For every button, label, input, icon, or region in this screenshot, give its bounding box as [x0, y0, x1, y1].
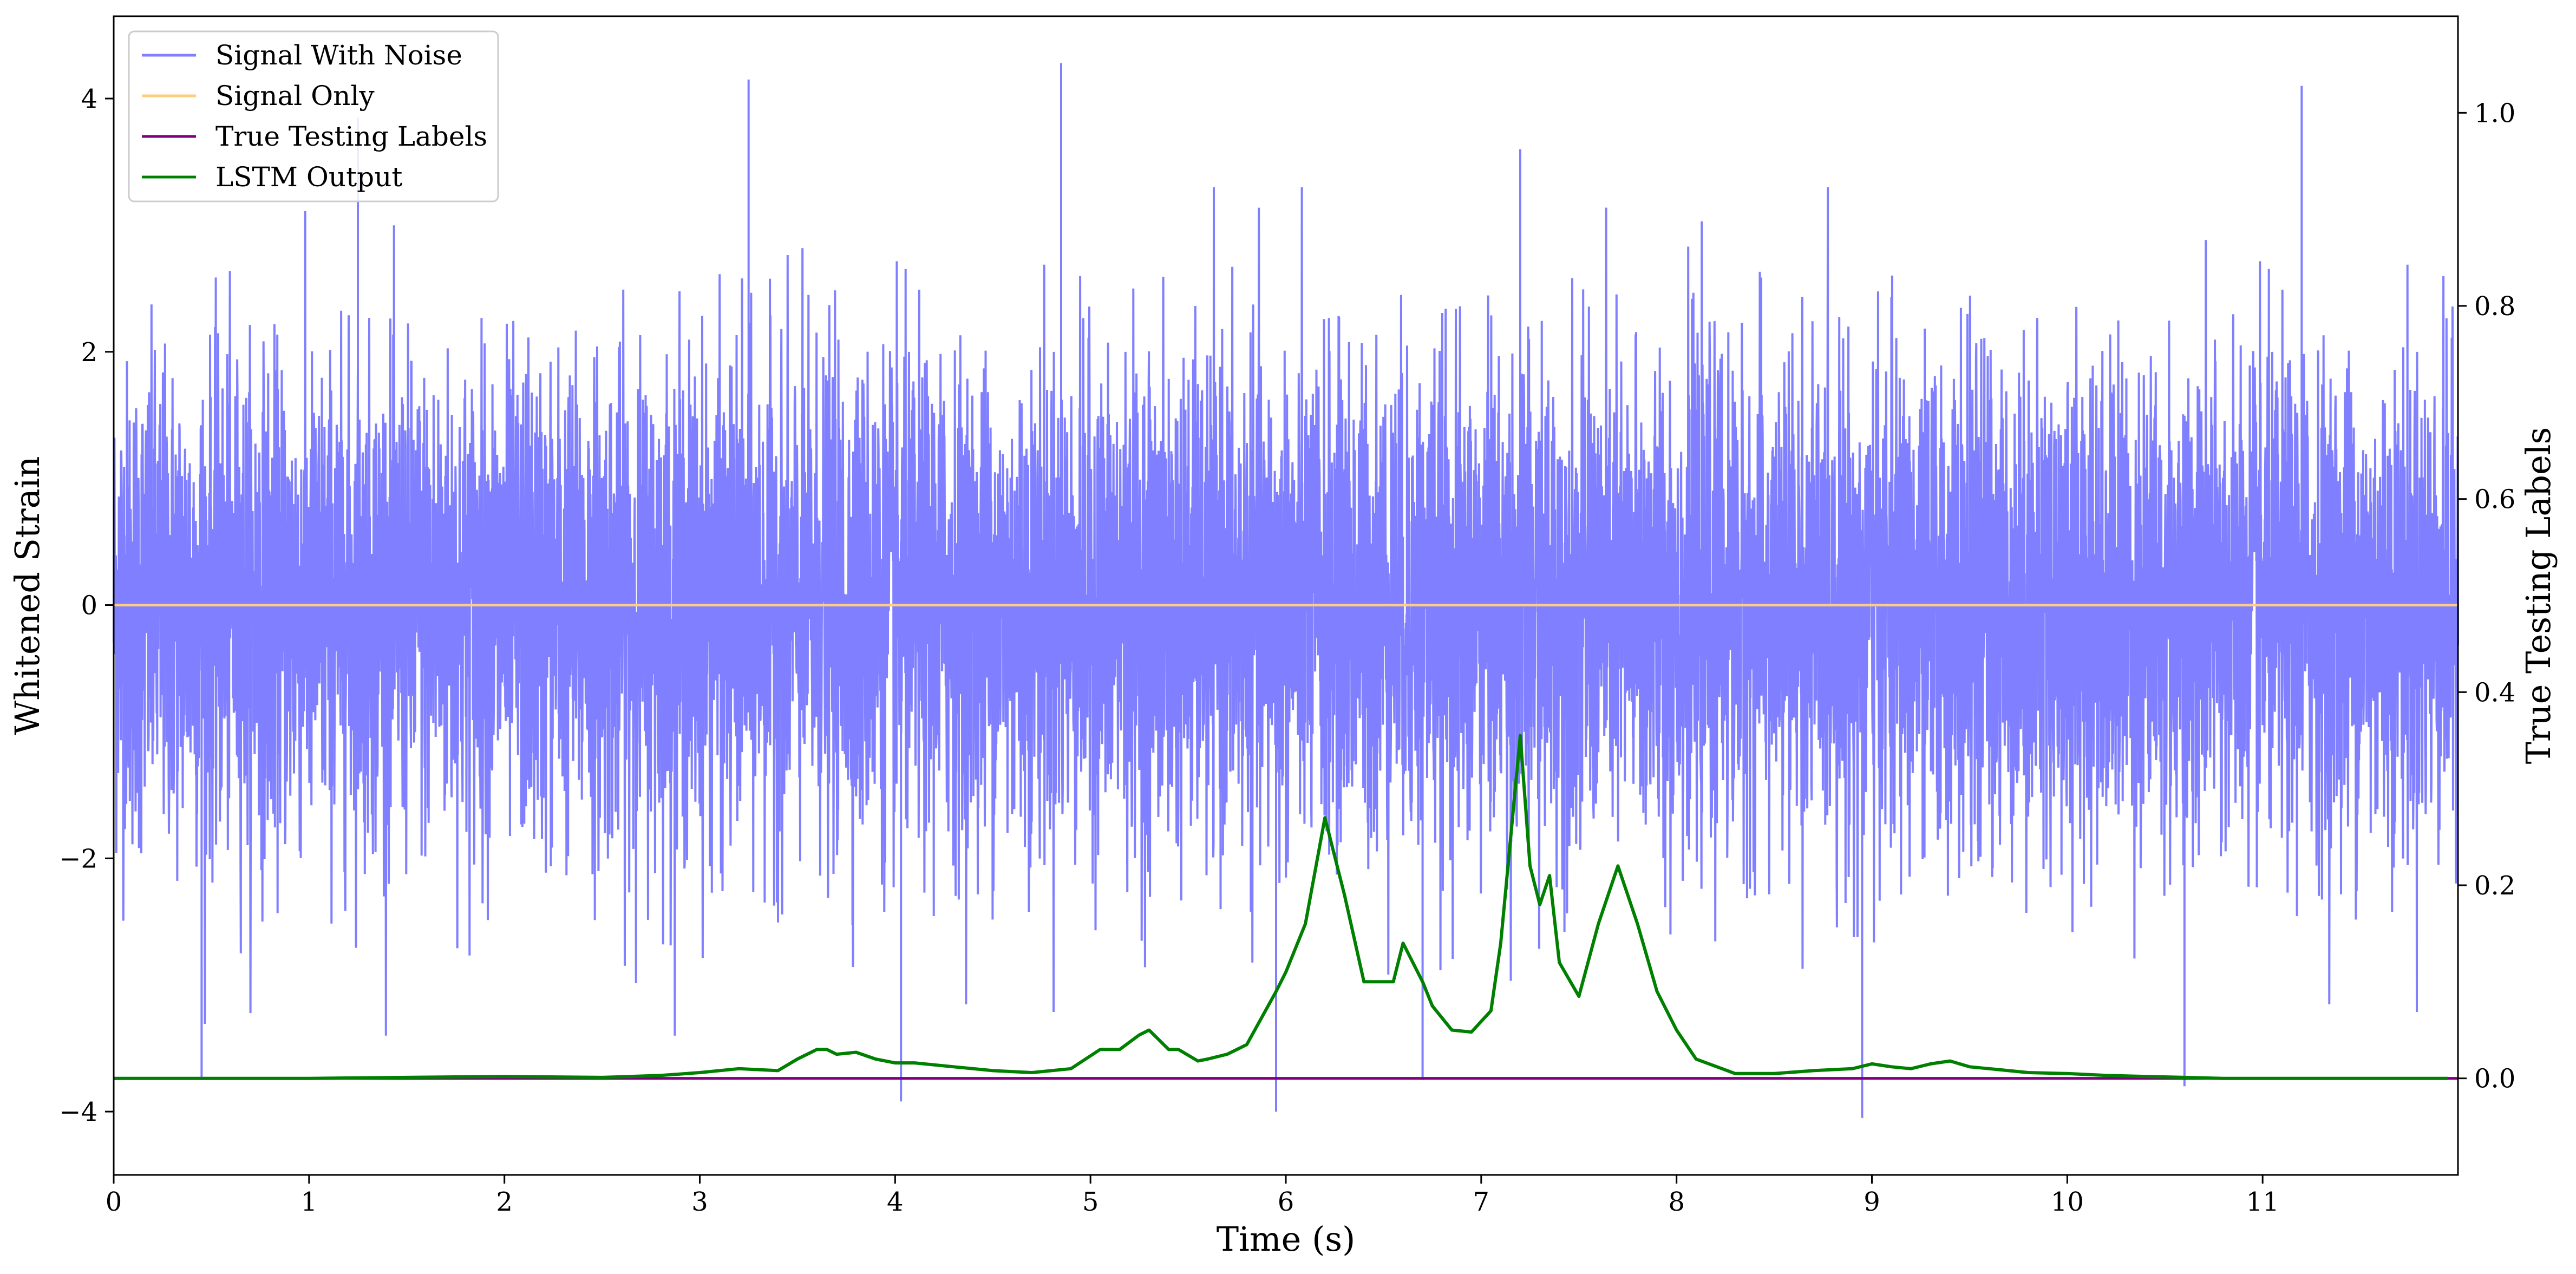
x-tick-label: 2 — [496, 1187, 513, 1217]
y-axis-right: 0.0 0.2 0.4 0.6 0.8 1.0 — [2458, 98, 2515, 1094]
x-tick-label: 6 — [1278, 1187, 1294, 1217]
x-tick-label: 3 — [691, 1187, 708, 1217]
y-right-tick-label: 0.0 — [2474, 1064, 2515, 1094]
signal-with-noise-line — [113, 187, 2459, 1036]
y-right-tick-label: 1.0 — [2474, 98, 2515, 128]
x-tick-label: 9 — [1864, 1187, 1880, 1217]
y-right-tick-label: 0.8 — [2474, 291, 2515, 322]
y-right-tick-label: 0.4 — [2474, 677, 2515, 708]
y-tick-label: −4 — [59, 1097, 97, 1127]
legend-label-signal-only: Signal Only — [215, 80, 375, 112]
x-axis: 0 1 2 3 4 5 6 7 8 9 10 11 — [106, 1175, 2279, 1217]
x-tick-label: 11 — [2246, 1187, 2279, 1217]
legend: Signal With Noise Signal Only True Testi… — [128, 30, 499, 202]
y-right-tick-label: 0.2 — [2474, 871, 2515, 901]
legend-box — [128, 30, 499, 202]
lstm-output-series — [114, 734, 2448, 1080]
y-axis-label: Whitened Strain — [8, 456, 47, 735]
y-tick-label: 4 — [81, 84, 97, 114]
x-tick-label: 1 — [301, 1187, 318, 1217]
legend-label-lstm-output: LSTM Output — [215, 161, 402, 193]
y-tick-label: 0 — [81, 591, 97, 621]
lstm-output-line — [114, 734, 2448, 1080]
x-tick-label: 0 — [106, 1187, 122, 1217]
y-tick-label: −2 — [59, 844, 97, 874]
x-tick-label: 10 — [2051, 1187, 2084, 1217]
x-tick-label: 8 — [1668, 1187, 1685, 1217]
y-tick-label: 2 — [81, 337, 97, 368]
legend-label-true-testing-labels: True Testing Labels — [215, 121, 487, 152]
x-tick-label: 7 — [1473, 1187, 1490, 1217]
x-tick-label: 5 — [1082, 1187, 1099, 1217]
signal-with-noise-series — [113, 63, 2459, 1118]
x-axis-label: Time (s) — [1217, 1219, 1356, 1259]
legend-label-signal-with-noise: Signal With Noise — [215, 40, 462, 71]
y-axis-right-label: True Testing Labels — [2519, 427, 2558, 765]
y-axis-left: −4 −2 0 2 4 — [59, 84, 114, 1127]
y-right-tick-label: 0.6 — [2474, 485, 2515, 515]
x-tick-label: 4 — [887, 1187, 904, 1217]
